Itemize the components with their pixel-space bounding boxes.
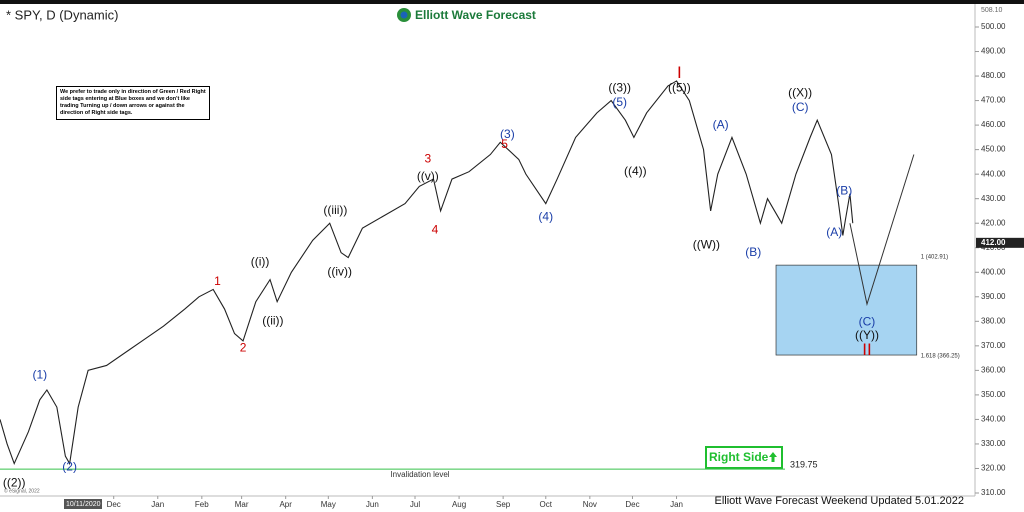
invalidation-text: Invalidation level: [390, 470, 449, 479]
right-side-text: Right Side: [709, 450, 769, 464]
last-price-bg: [976, 237, 1024, 248]
date-badge: 10/11/2020: [66, 501, 101, 508]
y-tick-label: 340.00: [981, 415, 1006, 424]
target-box: [775, 264, 918, 356]
x-tick-label: Apr: [279, 500, 292, 509]
wave-label: 4: [432, 223, 439, 237]
arrow-icon: [769, 452, 777, 462]
x-tick-label: Nov: [583, 500, 597, 509]
wave-label: ((X)): [788, 85, 812, 99]
last-price: 412.00: [981, 238, 1006, 247]
logo: [400, 11, 408, 19]
x-tick-label: Oct: [540, 500, 553, 509]
box-top-label: 1 (402.91): [921, 255, 948, 261]
box-bottom-label: 1.618 (366.25): [921, 354, 960, 360]
y-tick-label: 420.00: [981, 218, 1006, 227]
wave-label: 2: [240, 340, 247, 354]
x-tick-label: Jan: [670, 500, 683, 509]
wave-label: (C): [792, 100, 809, 114]
wave-label: ((W)): [693, 237, 720, 251]
copyright: © eSignal, 2022: [4, 487, 40, 494]
top-bar: [0, 0, 1024, 4]
wave-label: (B): [745, 245, 761, 259]
wave-label: 5: [501, 137, 508, 151]
x-tick-label: May: [321, 500, 336, 509]
wave-label: (A): [713, 117, 729, 131]
x-tick-label: Jan: [151, 500, 164, 509]
wave-label: (4): [538, 209, 553, 223]
y-tick-label: 330.00: [981, 439, 1006, 448]
note-box: We prefer to trade only in direction of …: [56, 86, 210, 120]
chart-title: * SPY, D (Dynamic): [6, 7, 118, 22]
y-tick-label: 390.00: [981, 292, 1006, 301]
wave-label: ((v)): [417, 169, 439, 183]
wave-label: 1: [214, 274, 221, 288]
x-tick-label: Jun: [366, 500, 379, 509]
wave-label: (3): [500, 127, 515, 141]
wave-label: (B): [836, 183, 852, 197]
y-tick-label: 460.00: [981, 120, 1006, 129]
y-tick-label: 480.00: [981, 71, 1006, 80]
brand: Elliott Wave Forecast: [415, 8, 536, 22]
y-tick-label: 470.00: [981, 96, 1006, 105]
x-tick-label: Dec: [625, 500, 639, 509]
price-line: [0, 80, 854, 466]
wave-label: 3: [424, 152, 431, 166]
y-tick-label: 350.00: [981, 390, 1006, 399]
x-tick-label: Dec: [107, 500, 121, 509]
wave-label: ((Y)): [855, 328, 879, 342]
wave-label: (C): [859, 315, 876, 329]
top-price: 508.10: [981, 7, 1003, 14]
wave-label: (1): [32, 367, 47, 381]
y-tick-label: 450.00: [981, 145, 1006, 154]
x-tick-label: Sep: [496, 500, 511, 509]
invalidation-value: 319.75: [790, 459, 818, 469]
wave-label: II: [862, 340, 871, 359]
wave-label: ((iii)): [323, 203, 347, 217]
x-tick-label: Aug: [452, 500, 466, 509]
x-tick-label: Feb: [195, 500, 209, 509]
wave-label: ((3)): [608, 80, 631, 94]
wave-label: ((iv)): [327, 264, 352, 278]
y-tick-label: 500.00: [981, 22, 1006, 31]
y-tick-label: 490.00: [981, 47, 1006, 56]
wave-label: ((2)): [3, 475, 26, 489]
x-tick-label: Jul: [410, 500, 420, 509]
y-tick-label: 380.00: [981, 316, 1006, 325]
wave-label: (2): [62, 459, 77, 473]
y-tick-label: 430.00: [981, 194, 1006, 203]
wave-label: I: [677, 63, 682, 82]
y-tick-label: 400.00: [981, 267, 1006, 276]
date-badge-bg: [64, 499, 102, 509]
y-tick-label: 440.00: [981, 169, 1006, 178]
wave-label: ((ii)): [262, 313, 283, 327]
y-tick-label: 320.00: [981, 464, 1006, 473]
y-tick-label: 310.00: [981, 488, 1006, 497]
y-tick-label: 360.00: [981, 365, 1006, 374]
projection-line: [849, 154, 915, 307]
wave-label: ((i)): [251, 255, 270, 269]
wave-label: ((4)): [624, 164, 647, 178]
right-side-tag: [705, 446, 783, 469]
footer: Elliott Wave Forecast Weekend Updated 5.…: [715, 495, 964, 507]
x-tick-label: Mar: [235, 500, 249, 509]
wave-label: (5): [612, 95, 627, 109]
wave-label: (A): [826, 225, 842, 239]
y-tick-label: 370.00: [981, 341, 1006, 350]
wave-label: ((5)): [668, 80, 691, 94]
